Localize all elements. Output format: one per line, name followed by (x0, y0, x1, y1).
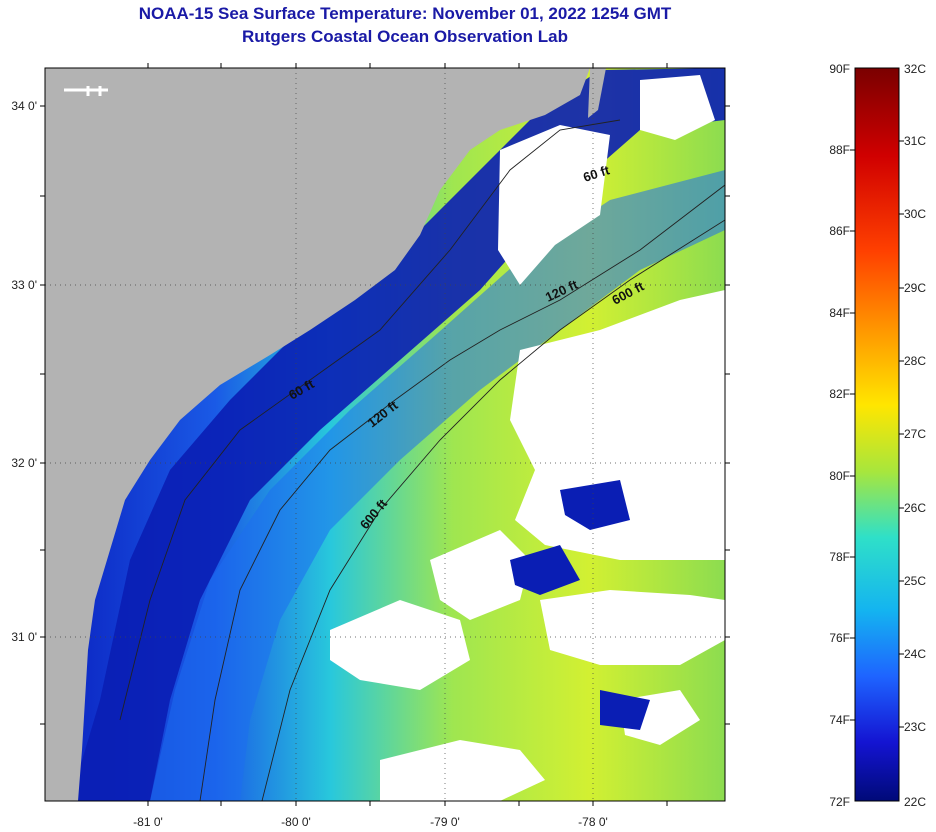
cb-f-88: 88F (829, 143, 850, 157)
lat-label-33: 33 0' (11, 278, 37, 292)
map-gridlines (45, 68, 725, 801)
map-title: NOAA-15 Sea Surface Temperature: Novembe… (138, 4, 672, 23)
lon-label-80: -80 0' (281, 815, 311, 829)
cb-f-90: 90F (829, 62, 850, 76)
colorbar-ticks (850, 140, 904, 728)
cb-f-74: 74F (829, 713, 850, 727)
cb-c-25: 25C (904, 574, 926, 588)
lat-label-32: 32 0' (11, 456, 37, 470)
colorbar-fahrenheit-labels: 90F 88F 86F 84F 82F 80F 78F 76F 74F 72F (829, 62, 850, 809)
cb-c-29: 29C (904, 281, 926, 295)
cb-c-23: 23C (904, 720, 926, 734)
lat-label-31: 31 0' (11, 630, 37, 644)
map-subtitle: Rutgers Coastal Ocean Observation Lab (242, 27, 568, 46)
cb-f-72: 72F (829, 795, 850, 809)
lon-label-78: -78 0' (578, 815, 608, 829)
cb-f-86: 86F (829, 224, 850, 238)
cb-f-76: 76F (829, 631, 850, 645)
scale-bar (64, 86, 108, 96)
contour-60ft (119, 119, 621, 721)
cb-f-82: 82F (829, 387, 850, 401)
cb-c-27: 27C (904, 427, 926, 441)
cb-c-30: 30C (904, 207, 926, 221)
coastal-cold-water (70, 68, 725, 801)
cb-c-26: 26C (904, 501, 926, 515)
cold-pockets (510, 480, 650, 730)
cb-c-22: 22C (904, 795, 926, 809)
midshelf-blue-water (150, 170, 725, 801)
cb-c-28: 28C (904, 354, 926, 368)
land-mass (45, 68, 590, 801)
cape-fear-spit (588, 68, 606, 118)
map-frame (44, 67, 726, 802)
cb-f-78: 78F (829, 550, 850, 564)
cb-c-31: 31C (904, 134, 926, 148)
cb-c-24: 24C (904, 647, 926, 661)
map-plot-area: 60 ft 120 ft 600 ft 60 ft 120 ft 600 ft (45, 68, 725, 801)
axis-ticks (40, 63, 730, 806)
colorbar-celsius-labels: 32C 31C 30C 29C 28C 27C 26C 25C 24C 23C … (904, 62, 926, 809)
cb-c-32: 32C (904, 62, 926, 76)
contour-120ft (199, 184, 725, 801)
lon-label-81: -81 0' (133, 815, 163, 829)
lat-label-34: 34 0' (11, 99, 37, 113)
cb-f-80: 80F (829, 469, 850, 483)
cb-f-84: 84F (829, 306, 850, 320)
colorbar (854, 67, 900, 802)
lon-label-79: -79 0' (430, 815, 460, 829)
contour-600ft (261, 219, 725, 801)
